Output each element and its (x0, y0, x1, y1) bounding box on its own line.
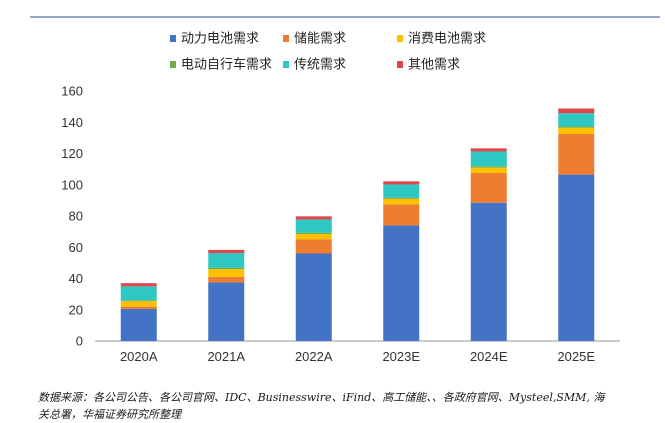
bar-segment-2020A-4 (120, 286, 157, 301)
legend-label: 传统需求 (294, 58, 346, 73)
source-note-line-1: 数据来源：各公司公告、各公司官网、IDC、Businesswire、iFind、… (38, 391, 605, 404)
bar-segment-2024E-5 (470, 148, 507, 152)
x-tick-label: 2021A (207, 349, 245, 364)
x-tick-label: 2024E (470, 349, 508, 364)
bar-segment-2021A-0 (208, 282, 245, 341)
legend-swatch (397, 61, 403, 68)
legend-item-5: 其他需求 (397, 58, 460, 73)
bar-segment-2023E-1 (383, 204, 420, 226)
legend-swatch (397, 35, 403, 42)
y-tick-label: 20 (69, 302, 83, 317)
bar-segment-2024E-3 (470, 166, 507, 168)
bar-segment-2020A-5 (120, 283, 157, 287)
source-note-line-2: 关总署，华福证券研究所整理 (38, 408, 181, 421)
x-axis: 2020A 2021A 2022A 2023E 2024E 2025E (95, 340, 620, 364)
x-tick-label: 2023E (382, 349, 420, 364)
y-tick-label: 140 (61, 115, 83, 130)
bar-stack-2020A (120, 283, 157, 341)
bar-stack-2023E (383, 181, 420, 341)
bars (120, 108, 595, 341)
legend-item-3: 电动自行车需求 (170, 57, 272, 73)
bar-segment-2023E-4 (383, 184, 420, 198)
bar-segment-2025E-3 (558, 126, 595, 128)
legend-label: 其他需求 (408, 58, 460, 73)
legend-item-0: 动力电池需求 (170, 32, 259, 47)
legend-item-4: 传统需求 (283, 58, 346, 73)
bar-segment-2025E-4 (558, 113, 595, 127)
bar-segment-2024E-2 (470, 167, 507, 174)
bar-stack-2024E (470, 148, 507, 341)
bar-segment-2020A-1 (120, 306, 157, 309)
x-tick-label: 2022A (295, 349, 333, 364)
legend-label: 电动自行车需求 (181, 57, 272, 73)
x-tick-label: 2020A (120, 349, 158, 364)
legend-item-2: 消费电池需求 (397, 32, 486, 47)
bar-segment-2021A-1 (208, 276, 245, 283)
bar-segment-2022A-3 (295, 232, 332, 234)
legend-swatch (170, 61, 176, 68)
bar-segment-2021A-4 (208, 253, 245, 268)
bar-stack-2021A (208, 249, 245, 341)
bar-segment-2020A-3 (120, 300, 157, 302)
y-tick-label: 120 (61, 146, 83, 161)
y-tick-label: 60 (69, 240, 83, 255)
y-axis: 0 20 40 60 80 100 120 140 160 (61, 84, 83, 349)
bar-segment-2020A-2 (120, 301, 157, 307)
legend-swatch (283, 61, 289, 68)
bar-segment-2021A-3 (208, 267, 245, 270)
y-tick-label: 160 (61, 84, 83, 99)
legend-label: 动力电池需求 (181, 32, 259, 47)
y-tick-label: 80 (69, 209, 83, 224)
bar-segment-2025E-5 (558, 108, 595, 114)
bar-segment-2025E-0 (558, 174, 595, 341)
source-note: 数据来源：各公司公告、各公司官网、IDC、Businesswire、iFind、… (38, 389, 658, 423)
legend-swatch (170, 35, 176, 42)
bar-segment-2024E-4 (470, 151, 507, 167)
bar-segment-2023E-5 (383, 181, 420, 185)
bar-stack-2025E (558, 108, 595, 341)
bar-segment-2022A-5 (295, 216, 332, 220)
bar-segment-2021A-5 (208, 249, 245, 254)
bar-segment-2020A-0 (120, 308, 157, 341)
bar-segment-2022A-4 (295, 219, 332, 233)
legend-label: 储能需求 (294, 32, 346, 47)
bar-segment-2025E-1 (558, 133, 595, 175)
bar-segment-2024E-1 (470, 173, 507, 203)
bar-stack-2022A (295, 216, 332, 341)
y-tick-label: 100 (61, 177, 83, 192)
legend-swatch (283, 35, 289, 42)
y-tick-label: 0 (76, 334, 83, 349)
bar-segment-2022A-2 (295, 233, 332, 240)
bar-segment-2023E-3 (383, 197, 420, 199)
bar-segment-2023E-0 (383, 225, 420, 341)
legend-label: 消费电池需求 (408, 32, 486, 47)
bar-segment-2022A-1 (295, 239, 332, 254)
bar-segment-2024E-0 (470, 202, 507, 341)
legend-item-1: 储能需求 (283, 32, 346, 47)
bar-segment-2023E-2 (383, 198, 420, 205)
bar-segment-2025E-2 (558, 127, 595, 134)
y-tick-label: 40 (69, 271, 83, 286)
bar-segment-2022A-0 (295, 253, 332, 341)
x-tick-label: 2025E (557, 349, 595, 364)
bar-segment-2021A-2 (208, 269, 245, 277)
